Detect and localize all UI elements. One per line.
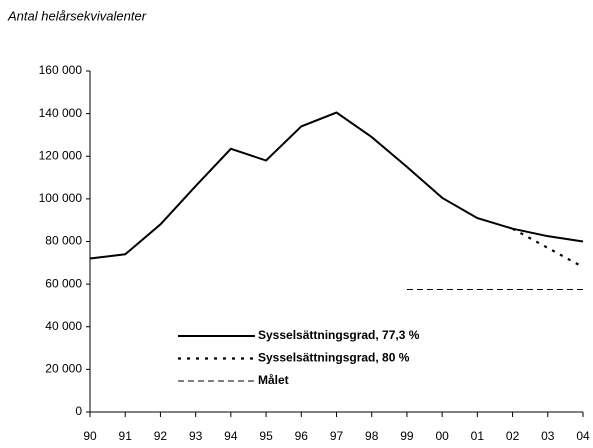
series-line [89,111,584,260]
x-tick-label: 95 [259,429,273,443]
y-tick-label: 140 000 [39,106,83,120]
x-tick-label: 02 [506,429,520,443]
x-tick-label: 92 [154,429,168,443]
x-tick-label: 99 [400,429,414,443]
series-line [512,227,584,269]
x-tick-label: 03 [541,429,555,443]
y-tick-label: 80 000 [45,234,82,248]
x-tick-label: 97 [330,429,344,443]
x-tick-label: 00 [435,429,449,443]
x-tick-label: 93 [189,429,203,443]
y-tick-label: 60 000 [45,276,82,290]
x-tick-label: 98 [365,429,379,443]
x-tick-label: 94 [224,429,238,443]
legend-label: Sysselsättningsgrad, 77,3 % [258,328,420,342]
legend-label: Målet [258,373,289,387]
y-tick-label: 160 000 [39,63,83,77]
legend-label: Sysselsättningsgrad, 80 % [258,351,410,365]
y-tick-label: 120 000 [39,148,83,162]
x-tick-label: 90 [83,429,97,443]
x-tick-label: 04 [576,429,590,443]
x-tick-label: 01 [471,429,485,443]
x-tick-label: 96 [295,429,309,443]
y-tick-label: 0 [75,404,82,418]
y-axis-title: Antal helårsekvivalenter [7,8,147,23]
y-tick-label: 20 000 [45,362,82,376]
y-tick-label: 100 000 [39,191,83,205]
y-tick-label: 40 000 [45,319,82,333]
x-tick-label: 91 [119,429,133,443]
